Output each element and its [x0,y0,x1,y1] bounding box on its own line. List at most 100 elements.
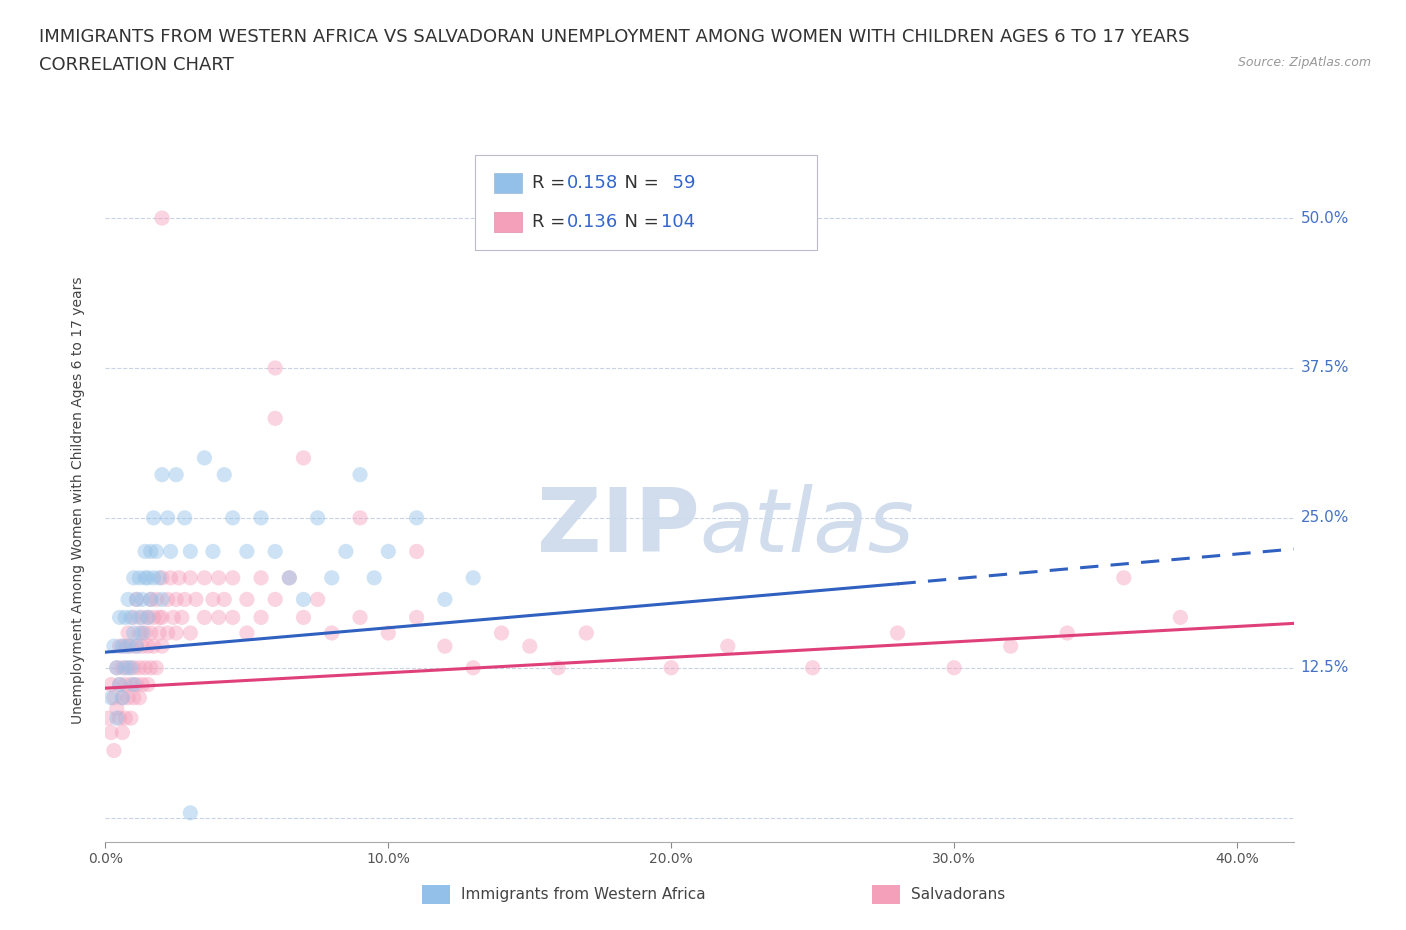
Point [292,610,315,625]
Point [321,570,343,585]
Text: IMMIGRANTS FROM WESTERN AFRICA VS SALVADORAN UNEMPLOYMENT AMONG WOMEN WITH CHILD: IMMIGRANTS FROM WESTERN AFRICA VS SALVAD… [39,28,1189,46]
Text: N =: N = [613,213,659,231]
Point [463,660,485,675]
Text: R =: R = [531,174,571,192]
Point [433,639,456,654]
Point [120,711,142,725]
Point [134,570,156,585]
Point [131,626,153,641]
Point [150,210,173,225]
Point [111,690,134,705]
Point [150,592,173,607]
Point [491,626,513,641]
Point [131,592,153,607]
Point [122,626,145,641]
Point [103,743,125,758]
Point [120,660,142,675]
Point [122,610,145,625]
Text: 37.5%: 37.5% [1301,361,1348,376]
Y-axis label: Unemployment Among Women with Children Ages 6 to 17 years: Unemployment Among Women with Children A… [70,276,84,724]
Point [100,690,122,705]
Text: Source: ZipAtlas.com: Source: ZipAtlas.com [1237,56,1371,69]
Point [136,610,159,625]
Point [150,467,173,482]
Point [131,610,153,625]
Point [659,660,682,675]
Point [405,544,427,559]
Point [136,610,159,625]
Point [150,639,173,654]
Point [717,639,740,654]
Point [307,511,329,525]
Text: 12.5%: 12.5% [1301,660,1348,675]
Point [207,610,229,625]
Point [292,450,315,465]
Point [105,660,128,675]
Text: Salvadorans: Salvadorans [911,887,1005,902]
Point [111,690,134,705]
Point [165,592,187,607]
Point [214,467,236,482]
Point [363,570,385,585]
Point [139,592,162,607]
Point [264,361,287,376]
Point [114,677,136,692]
Point [156,626,179,641]
Text: 25.0%: 25.0% [1301,511,1348,525]
Point [886,626,908,641]
Point [250,570,273,585]
Text: 0.136: 0.136 [567,213,619,231]
Point [349,467,371,482]
Point [943,660,966,675]
Point [128,690,150,705]
Point [207,570,229,585]
Point [250,511,273,525]
Point [120,639,142,654]
Point [236,592,259,607]
Point [264,592,287,607]
Point [179,544,201,559]
Point [108,639,131,654]
Point [335,544,357,559]
Point [114,610,136,625]
Point [159,544,181,559]
Point [139,626,162,641]
Text: R =: R = [531,213,571,231]
Text: N =: N = [613,174,659,192]
Point [139,544,162,559]
Point [142,570,165,585]
Point [377,544,399,559]
Point [193,450,215,465]
Point [142,639,165,654]
Point [1000,639,1022,654]
Point [145,660,167,675]
Point [201,544,224,559]
Point [111,660,134,675]
Point [111,639,134,654]
Point [139,592,162,607]
Point [150,610,173,625]
Point [108,677,131,692]
Point [100,677,122,692]
Point [148,610,170,625]
Point [349,610,371,625]
Point [128,570,150,585]
Text: Immigrants from Western Africa: Immigrants from Western Africa [461,887,706,902]
Point [575,626,598,641]
Point [105,711,128,725]
Point [105,701,128,716]
Point [236,544,259,559]
Point [1112,570,1135,585]
Point [307,592,329,607]
Point [128,660,150,675]
Point [145,544,167,559]
Point [134,626,156,641]
Point [250,610,273,625]
Point [117,592,139,607]
Point [139,660,162,675]
Text: 104: 104 [661,213,695,231]
Point [122,660,145,675]
Point [136,639,159,654]
Text: 50.0%: 50.0% [1301,210,1348,226]
Point [122,677,145,692]
